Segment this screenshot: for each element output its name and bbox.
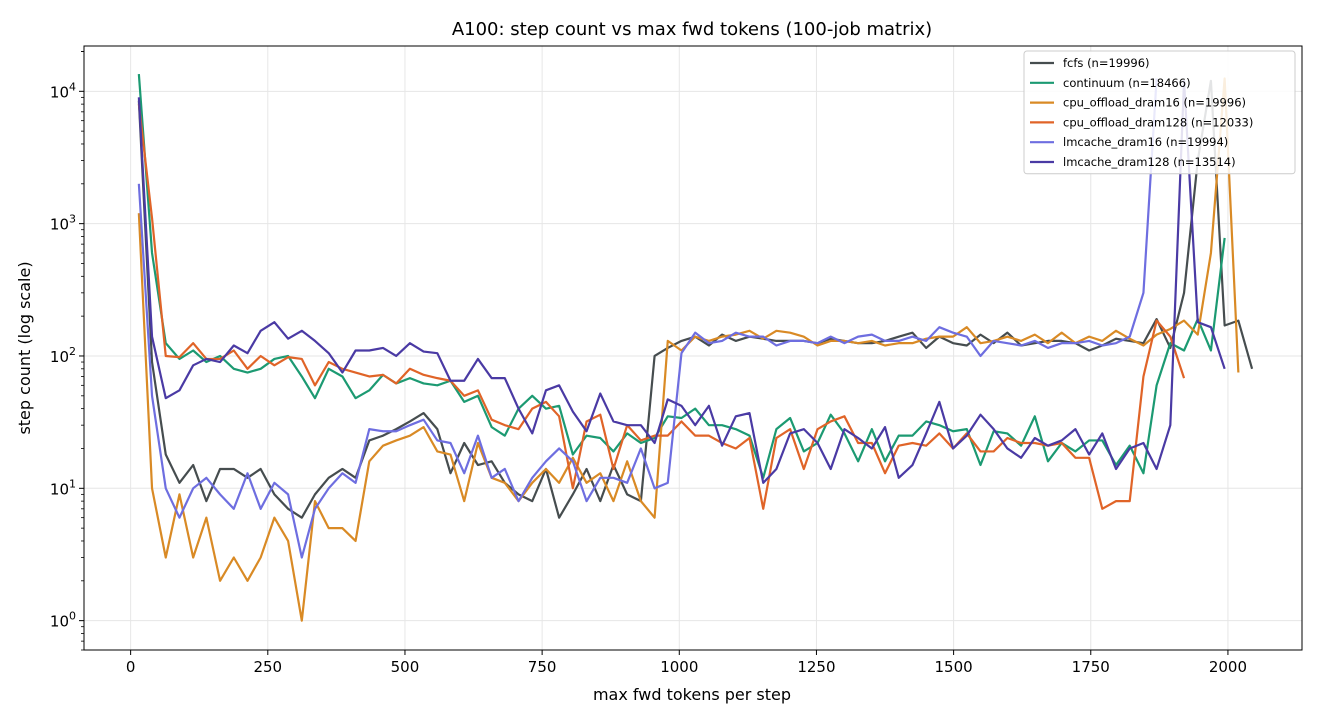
series-lines [137,73,1254,622]
legend: fcfs (n=19996) continuum (n=18466) cpu_off… [1023,50,1296,175]
y-tick-label: 103 [50,213,76,234]
series-line-3 [137,104,1186,510]
x-axis-ticks: 0 250 500 750 1000 1250 1500 1750 2000 [126,650,1247,676]
x-tick-label: 1750 [1072,658,1110,676]
x-tick-label: 250 [253,658,282,676]
legend-entry: continuum (n=18466) [1063,76,1191,90]
y-tick-label: 101 [50,477,76,498]
x-tick-label: 1500 [935,658,973,676]
y-tick-label: 104 [50,80,76,101]
legend-entry: lmcache_dram128 (n=13514) [1063,155,1236,169]
x-tick-label: 500 [391,658,420,676]
x-tick-label: 1000 [660,658,698,676]
x-tick-label: 2000 [1209,658,1247,676]
legend-entry: cpu_offload_dram16 (n=19996) [1063,96,1246,110]
series-line-5 [137,79,1226,484]
x-tick-label: 0 [126,658,136,676]
y-axis-ticks: 100 101 102 103 104 [50,51,84,651]
plot-frame [83,45,1303,651]
series-line-4 [137,78,1158,559]
legend-box [1023,50,1296,175]
x-tick-label: 750 [528,658,557,676]
x-tick-label: 1250 [797,658,835,676]
legend-entry: cpu_offload_dram128 (n=12033) [1063,115,1253,129]
x-axis-label: max fwd tokens per step [593,685,791,704]
legend-entry: fcfs (n=19996) [1063,56,1150,70]
legend-entry: lmcache_dram16 (n=19994) [1063,135,1228,149]
y-tick-label: 102 [50,345,76,366]
y-axis-label: step count (log scale) [15,261,34,434]
y-tick-label: 100 [50,610,76,631]
series-line-1 [137,73,1226,479]
chart-title: A100: step count vs max fwd tokens (100-… [452,19,932,40]
